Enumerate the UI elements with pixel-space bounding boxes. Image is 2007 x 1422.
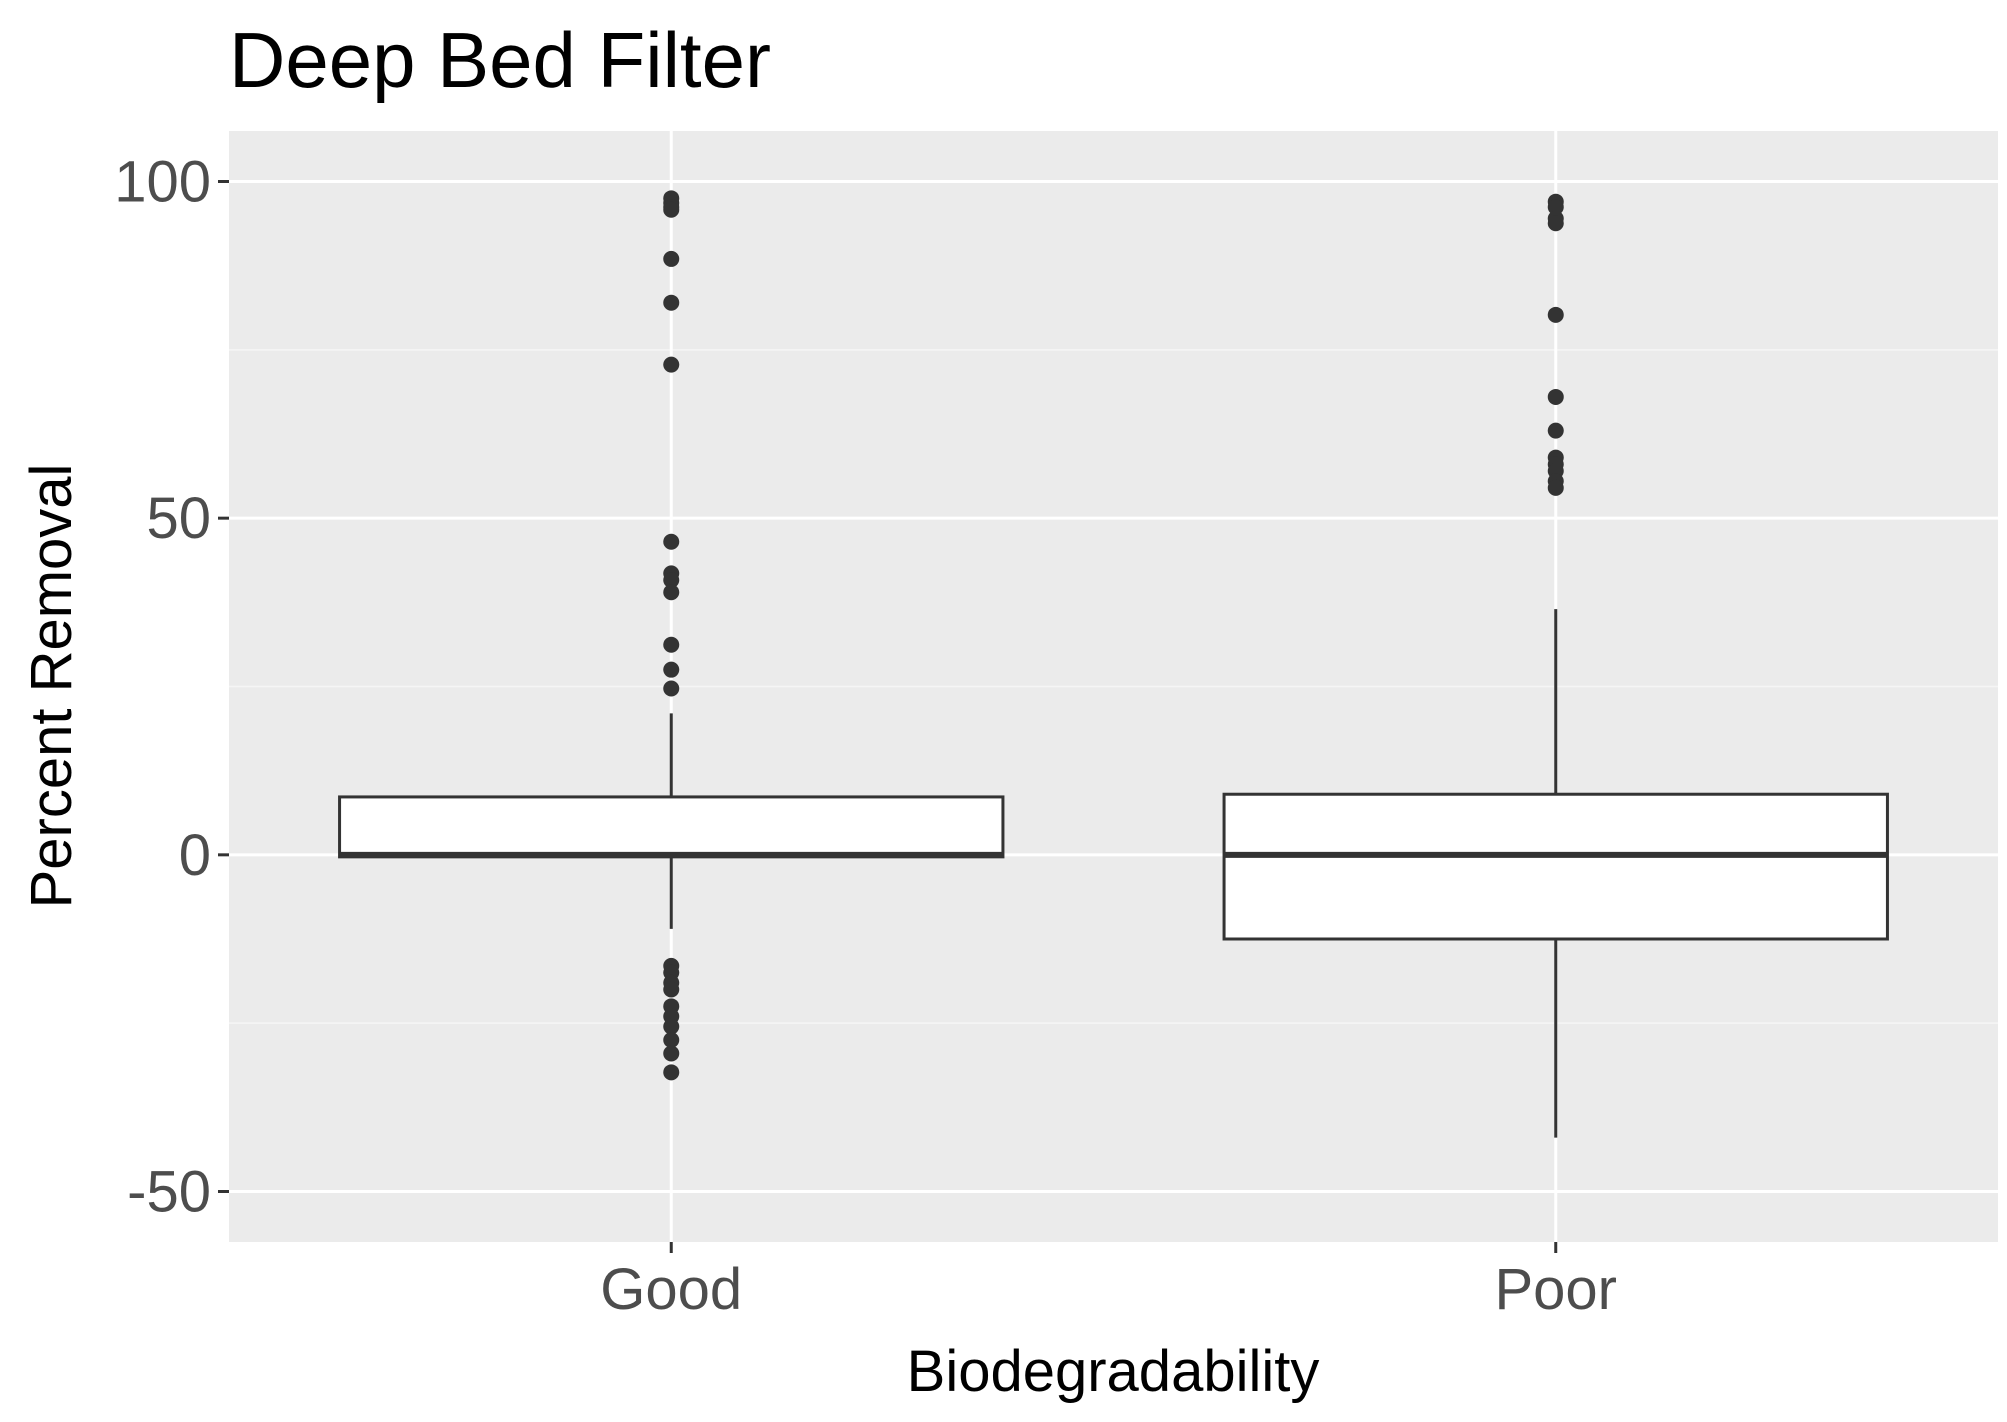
outlier-point: [663, 680, 680, 697]
outlier-point: [663, 533, 680, 550]
outlier-point: [663, 201, 680, 218]
outlier-point: [1547, 199, 1564, 216]
box-iqr: [338, 795, 1005, 859]
y-axis: -50 0 50 100: [114, 150, 229, 1225]
outlier-point: [663, 661, 680, 678]
outlier-point: [663, 1045, 680, 1062]
outlier-point: [1547, 306, 1564, 323]
x-axis-title: Biodegradability: [907, 1339, 1320, 1404]
outlier-point: [663, 1032, 680, 1048]
outlier-point: [663, 294, 680, 311]
outlier-point: [663, 1018, 680, 1035]
chart-title: Deep Bed Filter: [229, 16, 771, 104]
x-tick-label: Good: [600, 1257, 742, 1322]
outlier-point: [1547, 422, 1564, 439]
y-tick-label: 100: [114, 150, 211, 215]
box-poor: [1222, 193, 1889, 1138]
x-axis: Good Poor: [600, 1242, 1617, 1322]
outlier-point: [1547, 388, 1564, 405]
x-tick-label: Poor: [1494, 1257, 1617, 1322]
y-tick-label: 50: [146, 486, 211, 551]
y-axis-title: Percent Removal: [19, 464, 84, 909]
outlier-point: [1547, 479, 1564, 496]
outlier-point: [663, 356, 680, 373]
y-tick-label: -50: [127, 1160, 211, 1225]
minor-gridlines: [229, 349, 1998, 1024]
outlier-point: [663, 250, 680, 267]
box-group: [338, 190, 1889, 1138]
outlier-point: [663, 584, 680, 601]
box-iqr: [1222, 792, 1889, 941]
y-tick-label: 0: [179, 823, 211, 888]
box-good: [338, 190, 1005, 1081]
outlier-point: [663, 572, 680, 589]
outlier-point: [663, 1064, 680, 1081]
outlier-point: [663, 636, 680, 653]
outlier-point: [663, 981, 680, 998]
outlier-point: [1547, 215, 1564, 232]
